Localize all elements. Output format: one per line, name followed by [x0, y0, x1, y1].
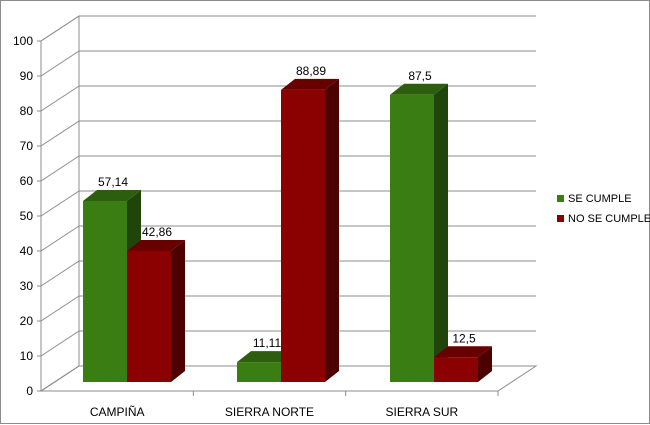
bar-top: [237, 351, 295, 363]
bar: [83, 201, 127, 382]
bar: [127, 250, 171, 382]
bar: [434, 357, 478, 382]
gridline-diagonal: [40, 15, 80, 42]
y-tick-label: 50: [20, 209, 34, 223]
legend: SE CUMPLE NO SE CUMPLE: [557, 193, 650, 225]
bar-side: [325, 78, 339, 382]
x-category-label: CAMPIÑA: [90, 405, 145, 419]
y-tick-label: 20: [20, 314, 34, 328]
y-tick-label: 60: [20, 174, 34, 188]
gridline-diagonal: [40, 190, 80, 217]
bar-side: [478, 346, 492, 382]
y-tick-label: 80: [20, 104, 34, 118]
data-label: 88,89: [296, 64, 326, 78]
bar: [281, 89, 325, 382]
y-axis-tick-labels: 0 10 20 30 40 50 60 70 80 90 100: [13, 34, 33, 398]
data-label: 11,11: [253, 336, 282, 350]
gridline-diagonal: [40, 225, 80, 252]
bar-top: [281, 78, 339, 90]
gridline-diagonal: [40, 365, 80, 392]
bar-side: [171, 239, 185, 382]
legend-swatch: [557, 215, 564, 222]
bar-top: [83, 190, 141, 202]
gridline-diagonal: [40, 155, 80, 182]
gridline-diagonal: [40, 85, 80, 112]
bar-side: [434, 83, 448, 382]
legend-swatch: [557, 195, 564, 202]
gridline-diagonal: [40, 260, 80, 287]
y-tick-label: 30: [20, 279, 34, 293]
data-label: 87,5: [408, 69, 432, 83]
y-tick-label: 70: [20, 139, 34, 153]
data-label: 42,86: [142, 225, 172, 239]
x-axis-category-labels: CAMPIÑA SIERRA NORTE SIERRA SUR: [90, 405, 459, 419]
legend-entry: SE CUMPLE: [568, 193, 632, 205]
gridline-diagonal: [40, 295, 80, 322]
bar-top: [434, 346, 492, 358]
gridline-diagonal: [40, 50, 80, 77]
x-category-label: SIERRA NORTE: [225, 405, 314, 419]
bar-top: [127, 239, 185, 251]
y-tick-label: 10: [20, 349, 34, 363]
bar: [237, 362, 281, 382]
gridline-diagonal: [40, 330, 80, 357]
data-label: 57,14: [98, 175, 128, 189]
gridline-diagonal: [40, 120, 80, 147]
y-tick-label: 40: [20, 244, 34, 258]
bar-top: [390, 83, 448, 95]
x-category-label: SIERRA SUR: [385, 405, 458, 419]
y-tick-label: 0: [26, 384, 33, 398]
bars: [83, 78, 492, 382]
y-tick-label: 90: [20, 69, 34, 83]
legend-entry: NO SE CUMPLE: [568, 213, 650, 225]
bar: [390, 94, 434, 382]
data-label: 12,5: [452, 331, 476, 345]
data-labels: 57,14 42,86 11,11 88,89 87,5 12,5: [98, 64, 476, 350]
y-tick-label: 100: [13, 34, 33, 48]
